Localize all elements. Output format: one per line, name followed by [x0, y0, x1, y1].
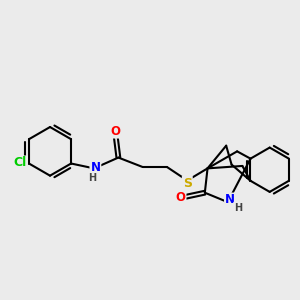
Text: S: S	[183, 177, 192, 190]
Text: N: N	[90, 160, 100, 173]
Text: O: O	[176, 191, 185, 204]
Text: H: H	[88, 173, 96, 183]
Text: Cl: Cl	[14, 157, 27, 169]
Text: O: O	[111, 124, 121, 138]
Text: N: N	[225, 194, 235, 206]
Text: H: H	[234, 202, 242, 213]
